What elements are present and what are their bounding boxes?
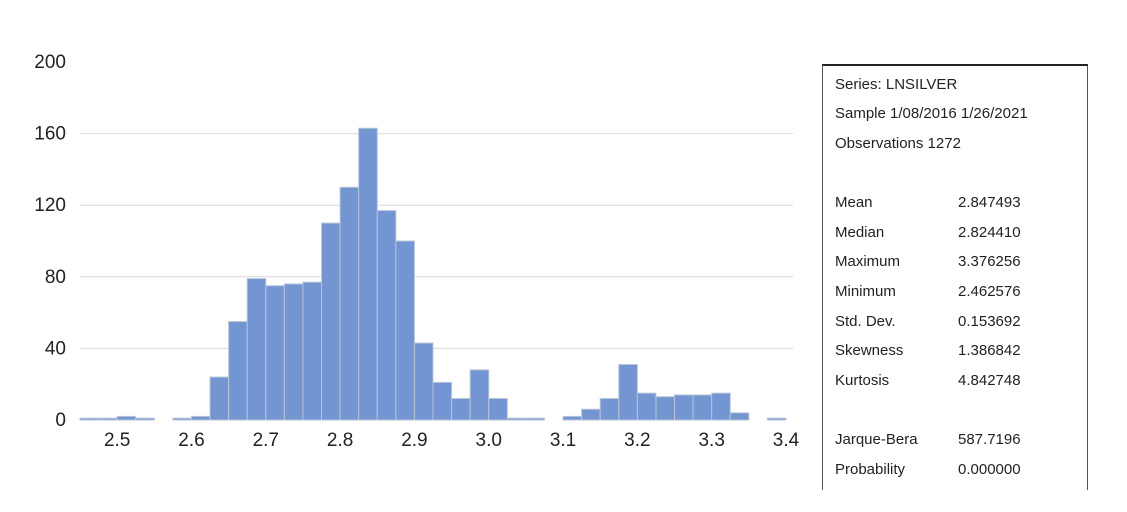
x-tick-label: 2.6: [178, 430, 204, 451]
stat-value: 4.842748: [958, 372, 1021, 389]
stat-label: Skewness: [835, 342, 904, 359]
stat-value: 0.153692: [958, 313, 1021, 330]
y-tick-label: 160: [34, 124, 66, 145]
y-tick-label: 0: [55, 410, 66, 431]
x-tick-label: 3.1: [550, 430, 576, 451]
histogram-bar: [265, 285, 285, 421]
stat-label: Median: [835, 224, 885, 241]
histogram-bar: [79, 417, 100, 421]
x-tick-label: 3.0: [476, 430, 502, 451]
y-tick-label: 200: [34, 52, 66, 73]
stat-row-jarque-bera: Jarque-Bera 587.7196: [835, 431, 1075, 451]
x-tick-label: 2.5: [104, 430, 130, 451]
stat-row-skewness: Skewness 1.386842: [835, 342, 1075, 362]
histogram-bar: [376, 210, 397, 421]
histogram-bar: [339, 186, 360, 421]
histogram-bar: [692, 394, 713, 421]
histogram-bar: [283, 283, 304, 421]
histogram-bar: [729, 412, 750, 421]
stat-value: 2.462576: [958, 283, 1021, 300]
histogram-bar: [506, 417, 527, 421]
histogram-bar: [451, 398, 471, 421]
histogram-bar: [766, 417, 787, 421]
histogram-bar: [655, 396, 676, 421]
histogram-bar: [674, 394, 694, 421]
stat-value: 3.376256: [958, 253, 1021, 270]
histogram-bar: [190, 415, 211, 421]
stat-value: 1.386842: [958, 342, 1021, 359]
stat-value: 2.847493: [958, 194, 1021, 211]
statistics-panel: Series: LNSILVER Sample 1/08/2016 1/26/2…: [822, 64, 1088, 490]
histogram-bar: [172, 417, 192, 421]
stat-value: 0.000000: [958, 461, 1021, 478]
histogram-bar: [432, 381, 453, 421]
stat-label: Jarque-Bera: [835, 431, 918, 448]
stat-row-std-dev: Std. Dev. 0.153692: [835, 313, 1075, 333]
histogram-bar: [469, 369, 490, 421]
histogram-bar: [413, 342, 434, 421]
histogram-bar: [562, 415, 583, 421]
stat-label: Minimum: [835, 283, 896, 300]
x-tick-label: 3.3: [698, 430, 724, 451]
y-tick-label: 40: [45, 338, 66, 359]
histogram-bar: [618, 364, 638, 421]
x-tick-label: 2.8: [327, 430, 353, 451]
histogram-bar: [636, 392, 657, 421]
stat-value: 2.824410: [958, 224, 1021, 241]
stat-row-kurtosis: Kurtosis 4.842748: [835, 372, 1075, 392]
stat-row-median: Median 2.824410: [835, 224, 1075, 244]
histogram-bar: [488, 398, 508, 421]
x-tick-label: 3.4: [773, 430, 800, 451]
histogram-bar: [711, 392, 731, 421]
series-name: Series: LNSILVER: [835, 76, 958, 93]
histogram-bar: [358, 127, 378, 421]
histogram-bar: [321, 222, 341, 421]
y-tick-label: 80: [45, 267, 66, 288]
stat-label: Mean: [835, 194, 873, 211]
histogram-chart: 0 40 80 120 160 200 2.5 2.6 2.7 2.8 2.9 3.0 3.1 3.2 3…: [34, 52, 800, 451]
histogram-bar: [302, 281, 323, 421]
stat-row-probability: Probability 0.000000: [835, 461, 1075, 481]
histogram-bar: [209, 376, 230, 421]
stat-row-minimum: Minimum 2.462576: [835, 283, 1075, 303]
x-tick-label: 3.2: [624, 430, 650, 451]
stat-label: Maximum: [835, 253, 901, 270]
stat-value: 587.7196: [958, 431, 1021, 448]
sample-range: Sample 1/08/2016 1/26/2021: [835, 105, 1028, 122]
histogram-bars: [79, 127, 787, 421]
y-tick-label: 120: [34, 195, 66, 216]
gridlines: [80, 133, 793, 349]
x-axis-ticks: 2.5 2.6 2.7 2.8 2.9 3.0 3.1 3.2 3.3 3.4: [104, 430, 800, 451]
stat-row-mean: Mean 2.847493: [835, 194, 1075, 214]
histogram-bar: [395, 240, 415, 421]
stat-row-maximum: Maximum 3.376256: [835, 253, 1075, 273]
histogram-bar: [228, 321, 248, 421]
histogram-bar: [116, 415, 137, 421]
observations-count: Observations 1272: [835, 135, 961, 152]
x-tick-label: 2.9: [401, 430, 427, 451]
histogram-bar: [246, 278, 267, 421]
stat-label: Probability: [835, 461, 906, 478]
y-axis-ticks: 0 40 80 120 160 200: [34, 52, 66, 431]
histogram-bar: [525, 417, 545, 421]
stat-label: Kurtosis: [835, 372, 890, 389]
histogram-bar: [135, 417, 155, 421]
histogram-bar: [599, 398, 620, 421]
histogram-bar: [581, 408, 601, 421]
histogram-bar: [98, 417, 118, 421]
x-tick-label: 2.7: [253, 430, 279, 451]
stat-label: Std. Dev.: [835, 313, 896, 330]
